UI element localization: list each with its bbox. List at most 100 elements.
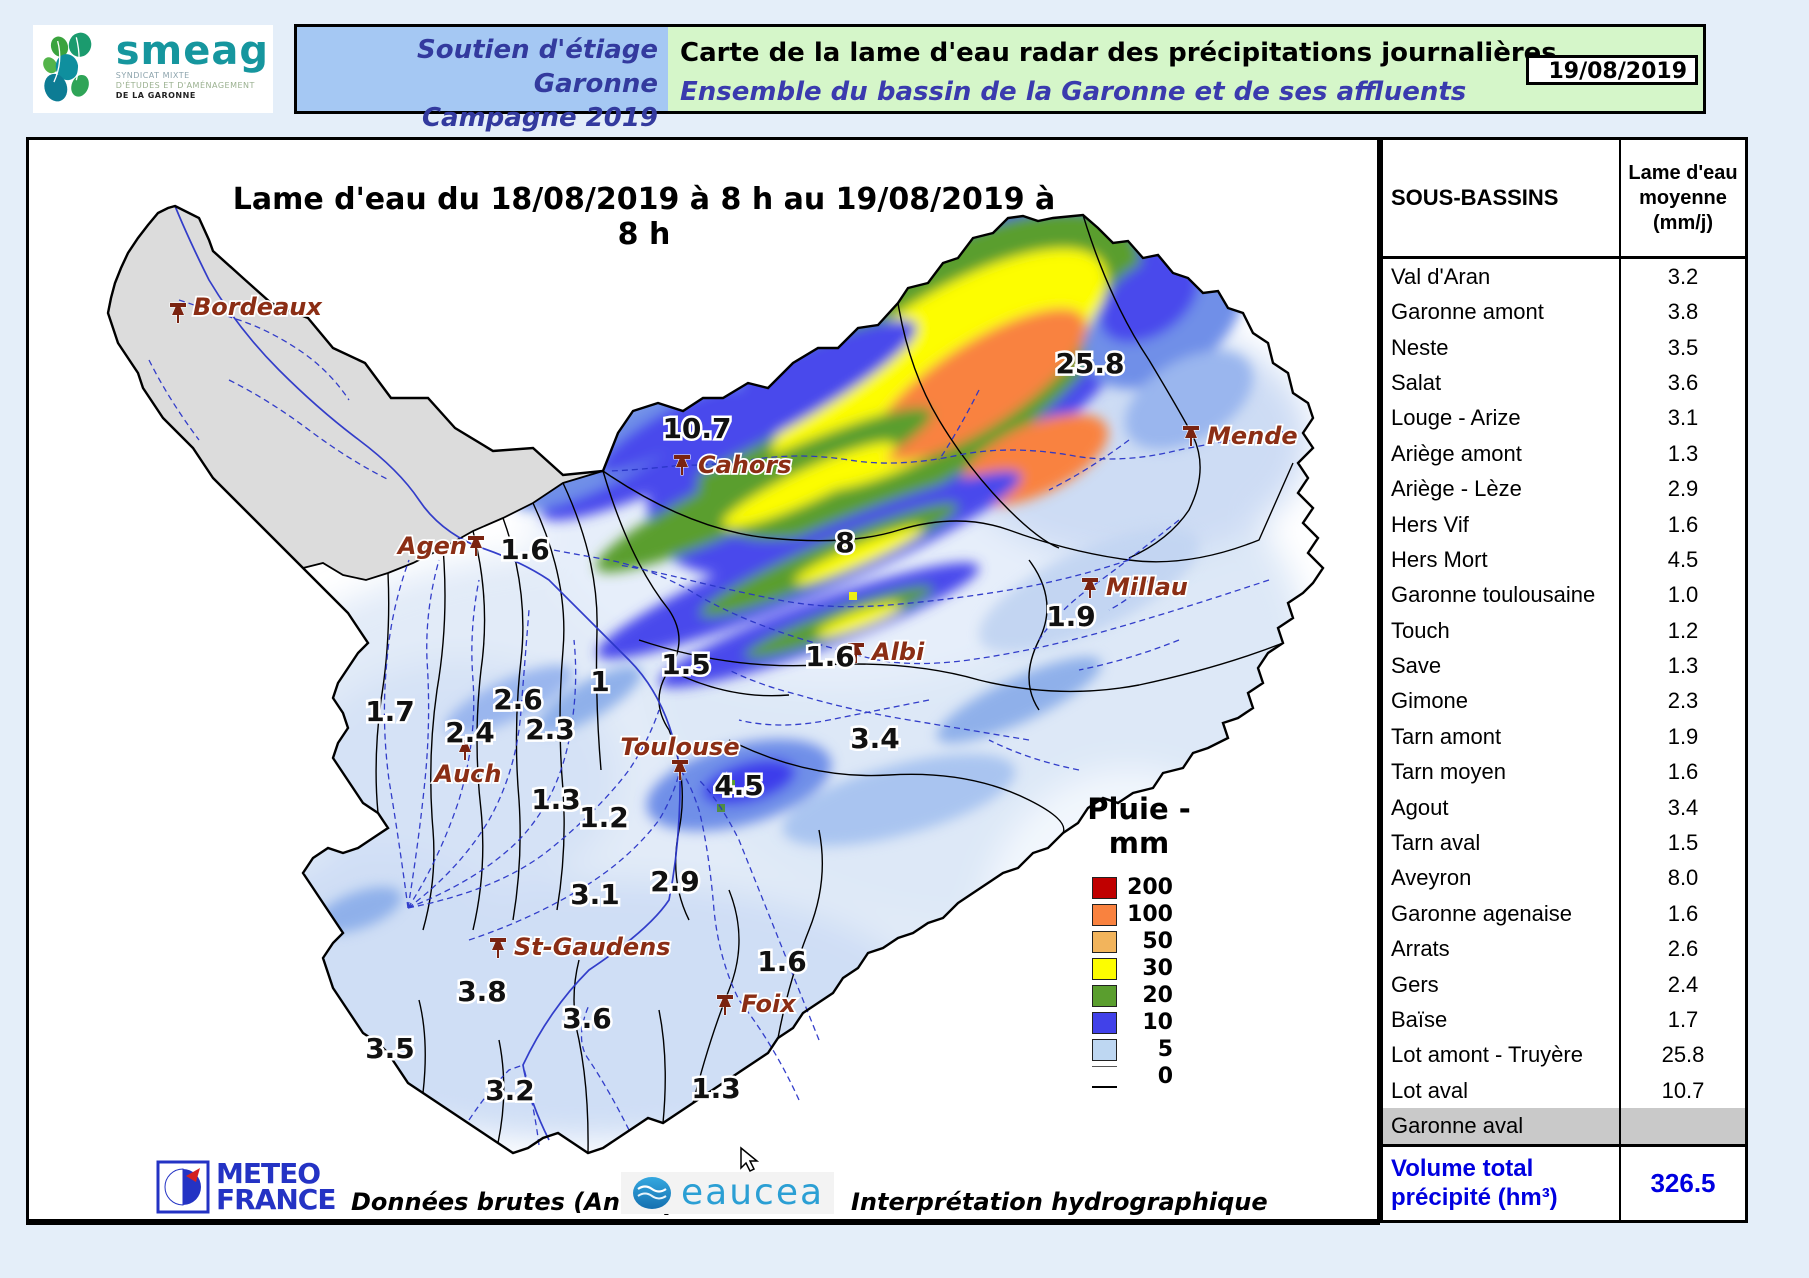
eaucea-wordmark: eaucea: [681, 1172, 825, 1213]
city-label: St-Gaudens: [514, 933, 671, 961]
table-row-value: 25.8: [1661, 1042, 1705, 1068]
credit-interpretation: Interprétation hydrographique: [851, 1188, 1268, 1216]
table-row-value: 3.5: [1667, 334, 1699, 360]
legend-swatch-5: [1092, 1039, 1117, 1061]
rainfall-value-label: 3.6: [562, 1002, 612, 1035]
legend-item: 50: [1092, 930, 1219, 954]
table-row-name: Save: [1383, 648, 1621, 684]
city-label: Bordeaux: [193, 293, 323, 321]
table-row-value: 2.9: [1667, 476, 1699, 502]
table-row-name: Touch: [1383, 612, 1621, 649]
total-value: 326.5: [1650, 1167, 1716, 1198]
legend-items: 200 100 50 30 20 10 5 0: [1059, 876, 1219, 1089]
table-row-value: 2.6: [1667, 936, 1699, 962]
rainfall-value-label: 3.2: [485, 1074, 535, 1107]
table-row-value: 10.7: [1661, 1077, 1705, 1103]
table-row-name: Garonne toulousaine: [1383, 577, 1621, 613]
table-row-name: Arrats: [1383, 931, 1621, 967]
rainfall-value-label: 1.6: [805, 640, 855, 673]
table-row-name: Hers Mort: [1383, 542, 1621, 578]
table-row-name: Ariège amont: [1383, 436, 1621, 472]
table-row: Lot amont - Truyère 25.8: [1383, 1037, 1745, 1074]
smeag-wordmark: smeag: [115, 28, 269, 74]
rainfall-value-label: 3.5: [365, 1032, 415, 1065]
city-label: Foix: [741, 990, 797, 1018]
city-pin-icon: [489, 937, 507, 959]
city-pin-icon: [673, 454, 691, 476]
total-label: Volume total précipité (hm³): [1383, 1146, 1621, 1220]
legend-swatch-200: [1092, 877, 1117, 899]
rainfall-value-label: 8: [835, 526, 854, 559]
date-field[interactable]: 19/08/2019: [1526, 55, 1698, 85]
table-row: Agout 3.4: [1383, 789, 1745, 826]
legend-swatch-20: [1092, 985, 1117, 1007]
legend-item: 5: [1092, 1038, 1219, 1062]
table-row: Aveyron 8.0: [1383, 860, 1745, 897]
table-row-value: 1.6: [1667, 900, 1699, 926]
city-pin-icon: [456, 739, 474, 761]
city-label: Mende: [1207, 422, 1298, 450]
city-pin-icon: [169, 302, 187, 324]
legend-label: 50: [1142, 929, 1173, 954]
table-row: Tarn aval 1.5: [1383, 825, 1745, 861]
meteo-france-icon: [156, 1160, 210, 1214]
rainfall-value-label: 1.3: [531, 783, 581, 816]
rainfall-value-label: 1.7: [365, 695, 415, 728]
legend-label: 30: [1142, 956, 1173, 981]
city-label: Millau: [1106, 573, 1188, 601]
table-row: Hers Mort 4.5: [1383, 542, 1745, 578]
table-row-name: Garonne aval: [1383, 1108, 1621, 1144]
rainfall-value-label: 4.5: [714, 769, 764, 802]
table-header: SOUS-BASSINS Lame d'eau moyenne (mm/j): [1383, 140, 1745, 260]
eaucea-icon: [633, 1177, 671, 1209]
legend-swatch-100: [1092, 904, 1117, 926]
table-row: Gimone 2.3: [1383, 683, 1745, 720]
legend-label: 20: [1142, 983, 1173, 1008]
table-row-name: Agout: [1383, 789, 1621, 826]
legend-item: 200: [1092, 876, 1219, 900]
title-banner: Soutien d'étiage Garonne Campagne 2019 C…: [294, 24, 1706, 133]
city-label: Toulouse: [620, 733, 739, 761]
table-row-name: Tarn moyen: [1383, 754, 1621, 790]
legend-label: 100: [1127, 902, 1173, 927]
table-row: Val d'Aran 3.2: [1383, 259, 1745, 295]
smeag-subline-1: SYNDICAT MIXTE: [115, 71, 190, 80]
table-row-name: Tarn amont: [1383, 719, 1621, 755]
table-row-name: Hers Vif: [1383, 506, 1621, 543]
table-row-value: 1.9: [1667, 723, 1699, 749]
smeag-leaves-icon: [43, 32, 92, 102]
legend-label: 10: [1142, 1010, 1173, 1035]
table-row-value: 1.3: [1667, 440, 1699, 466]
banner-map-subtitle: Ensemble du bassin de la Garonne et de s…: [680, 76, 1467, 107]
gray-region-garonne-aval: [107, 205, 604, 581]
meteo-france-logo: METEO FRANCE: [156, 1160, 336, 1214]
city-pin-icon: [847, 642, 865, 664]
table-row-value: 2.4: [1667, 971, 1699, 997]
table-row-name: Garonne agenaise: [1383, 896, 1621, 932]
table-row-name: Baïse: [1383, 1002, 1621, 1038]
rainfall-value-label: 1.2: [579, 801, 629, 834]
table-row: Baïse 1.7: [1383, 1002, 1745, 1038]
legend-item: 30: [1092, 957, 1219, 981]
table-row-name: Val d'Aran: [1383, 259, 1621, 295]
table-row-value: 3.2: [1667, 263, 1699, 289]
rainfall-value-label: 1.5: [661, 648, 711, 681]
table-row: Hers Vif 1.6: [1383, 506, 1745, 543]
subbasin-boundaries: [375, 214, 1294, 1154]
table-row-name: Neste: [1383, 329, 1621, 366]
table-row-name: Ariège - Lèze: [1383, 471, 1621, 507]
table-row-name: Tarn aval: [1383, 825, 1621, 861]
table-row-value: [1621, 1108, 1745, 1143]
table-row-name: Lot aval: [1383, 1073, 1621, 1109]
table-row-name: Gers: [1383, 966, 1621, 1003]
table-row-value: 4.5: [1667, 546, 1699, 572]
table-row: Garonne aval: [1383, 1108, 1745, 1144]
column-header-value: Lame d'eau moyenne (mm/j): [1628, 161, 1738, 234]
table-row: Lot aval 10.7: [1383, 1073, 1745, 1109]
rainfall-value-label: 1: [590, 665, 609, 698]
table-row-name: Gimone: [1383, 683, 1621, 720]
city-pin-icon: [1182, 425, 1200, 447]
table-row-value: 3.1: [1667, 405, 1699, 431]
subbasin-table: SOUS-BASSINS Lame d'eau moyenne (mm/j) V…: [1380, 137, 1748, 1223]
rainfall-value-label: 3.8: [457, 975, 507, 1008]
